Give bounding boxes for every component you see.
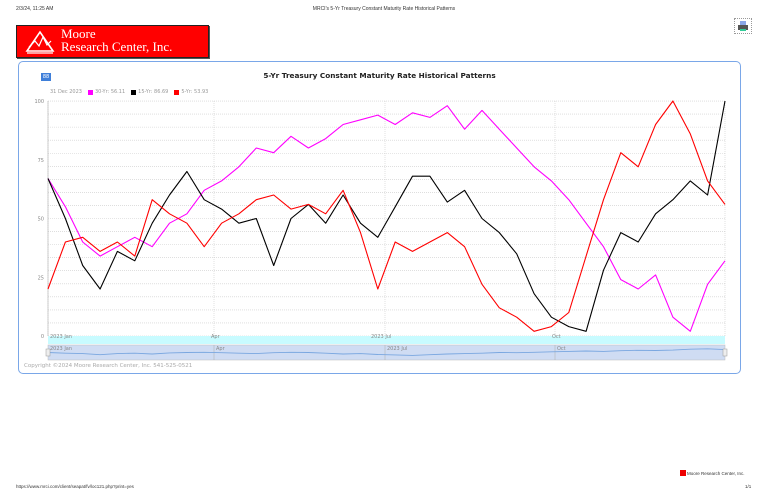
legend-item-30yr[interactable]: 30-Yr: 56.11 [87, 89, 126, 95]
chart-title: 5-Yr Treasury Constant Maturity Rate His… [263, 71, 496, 80]
logo-line2: Research Center, Inc. [61, 39, 173, 54]
footer-page: 1/1 [745, 484, 752, 489]
navigator-label: 2023 Jan [50, 346, 72, 352]
legend-label-5yr: 5-Yr: 53.93 [181, 89, 209, 95]
swatch-15yr [131, 89, 137, 95]
navigator-handle[interactable] [45, 348, 51, 357]
legend-label-15yr: 15-Yr: 86.69 [138, 89, 169, 95]
navigator-handle[interactable] [722, 348, 728, 357]
logo-line1: Moore [61, 26, 96, 41]
x-axis-band [48, 336, 725, 344]
y-tick-label: 75 [38, 158, 44, 164]
y-tick-label: 50 [38, 217, 44, 223]
navigator-label: 2023 Jul [387, 346, 407, 352]
print-date: 2/3/24, 11:25 AM [16, 6, 54, 12]
chart-card: 88 5-Yr Treasury Constant Maturity Rate … [18, 61, 741, 374]
navigator-label: Apr [216, 346, 226, 352]
series-line-30-yr[interactable] [47, 105, 726, 332]
legend-item-5yr[interactable]: 5-Yr: 53.93 [174, 89, 208, 95]
series-line-5-yr[interactable] [47, 100, 726, 332]
x-tick-label: Apr [211, 334, 221, 340]
navigator-series [47, 348, 726, 356]
series-line-15-yr[interactable] [47, 100, 726, 332]
legend-label-30yr: 30-Yr: 56.11 [94, 89, 126, 95]
print-title: MRCI's 5-Yr Treasury Constant Maturity R… [312, 6, 456, 12]
x-tick-label: Oct [552, 334, 561, 340]
swatch-5yr [174, 89, 180, 95]
y-tick-label: 0 [41, 334, 44, 340]
line-chart-plot[interactable]: 0 25 50 75 100 2023 Jan Apr 2023 Jul Oct 2023 Jan… [19, 62, 740, 373]
footer-logo: Moore Research Center, Inc. [680, 470, 745, 476]
legend-date: 31 Dec 2023 [50, 89, 82, 95]
copyright: Copyright ©2024 Moore Research Center, I… [24, 363, 193, 369]
logo-text: Moore Research Center, Inc. [61, 27, 172, 53]
zoom-button[interactable]: 88 [41, 73, 51, 81]
navigator-label: Oct [557, 346, 566, 352]
moore-logo: Moore Research Center, Inc. [16, 25, 209, 58]
y-tick-label: 25 [38, 275, 44, 281]
legend-item-15yr[interactable]: 15-Yr: 86.69 [131, 89, 168, 95]
printer-icon[interactable] [734, 18, 752, 34]
swatch-30yr [87, 89, 93, 95]
x-tick-label: 2023 Jan [50, 334, 72, 340]
footer-url: https://www.mrci.com/client/seapat/fv/lo… [16, 484, 134, 489]
footer-logo-icon [680, 470, 686, 476]
legend: 31 Dec 2023 30-Yr: 56.11 15-Yr: 86.69 5-… [50, 89, 208, 95]
footer-logo-text: Moore Research Center, Inc. [687, 470, 745, 476]
y-tick-label: 100 [34, 99, 44, 105]
logo-mark-icon [25, 30, 55, 54]
x-tick-label: 2023 Jul [371, 334, 391, 340]
